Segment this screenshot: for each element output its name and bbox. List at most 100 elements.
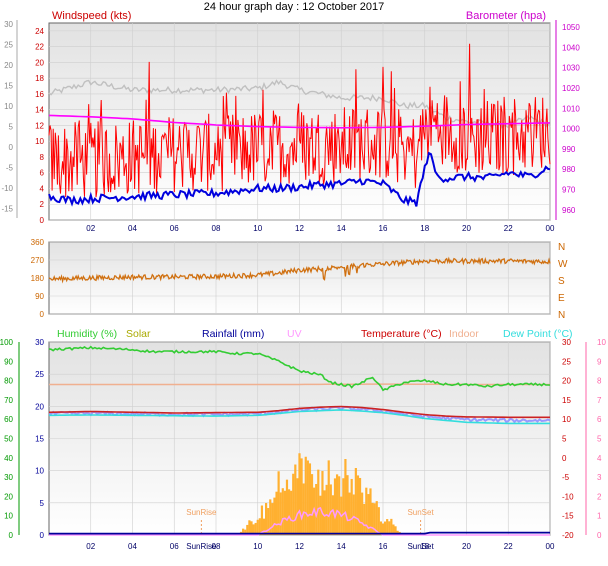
tick-label: 1 (597, 512, 602, 521)
tick-label: 990 (562, 145, 576, 154)
tick-label: 5 (597, 435, 602, 444)
tick-label: 10 (4, 102, 13, 111)
tick-label: 1040 (562, 43, 580, 52)
tick-label: 4 (40, 184, 45, 193)
tick-label: 9 (597, 357, 602, 366)
tick-label: 30 (35, 338, 44, 347)
tick-label: 14 (337, 542, 346, 551)
tick-label: 10 (253, 224, 262, 233)
tick-label: 15 (35, 435, 44, 444)
tick-label: 20 (4, 61, 13, 70)
tick-label: 14 (35, 106, 44, 115)
tick-label: 8 (40, 153, 45, 162)
tick-label: 5 (562, 435, 567, 444)
tick-label: 06 (170, 542, 179, 551)
tick-label: 4 (597, 454, 602, 463)
tick-label: 10 (4, 512, 13, 521)
tick-label: -15 (1, 205, 13, 214)
tick-label: 20 (4, 492, 13, 501)
tick-label: 20 (562, 377, 571, 386)
tick-label: -5 (562, 473, 570, 482)
tick-label: 00 (546, 542, 555, 551)
tick-label: 25 (4, 41, 13, 50)
tick-label: 25 (562, 357, 571, 366)
tick-label: 2 (40, 200, 45, 209)
tick-label: -10 (562, 492, 574, 501)
tick-label: 2 (597, 492, 602, 501)
compass-tick-label: S (558, 276, 565, 287)
tick-label: 6 (597, 415, 602, 424)
tick-label: 0 (9, 531, 14, 540)
legend-label: Temperature (°C) (361, 328, 442, 340)
tick-label: -20 (562, 531, 574, 540)
sun-annotation: SunSet (407, 508, 434, 517)
tick-label: 20 (462, 224, 471, 233)
tick-label: 270 (31, 256, 45, 265)
tick-label: 1000 (562, 125, 580, 134)
barometer-axis-label: Barometer (hpa) (466, 10, 546, 22)
tick-label: 18 (420, 542, 429, 551)
tick-label: 3 (597, 473, 602, 482)
tick-label: 1030 (562, 64, 580, 73)
sun-annotation: SunRise (186, 508, 217, 517)
tick-label: 980 (562, 165, 576, 174)
tick-label: 70 (4, 396, 13, 405)
tick-label: 970 (562, 186, 576, 195)
tick-label: 960 (562, 206, 576, 215)
chart-title: 24 hour graph day : 12 October 2017 (204, 1, 384, 13)
tick-label: 20 (35, 58, 44, 67)
tick-label: 24 (35, 27, 44, 36)
legend-label: Rainfall (mm) (202, 328, 264, 340)
tick-label: 02 (86, 542, 95, 551)
tick-label: 10 (597, 338, 606, 347)
tick-label: -15 (562, 512, 574, 521)
tick-label: 1010 (562, 104, 580, 113)
tick-label: 16 (379, 224, 388, 233)
tick-label: 90 (35, 292, 44, 301)
tick-label: -10 (1, 184, 13, 193)
tick-label: 80 (4, 377, 13, 386)
tick-label: 0 (40, 216, 45, 225)
tick-label: -5 (6, 164, 14, 173)
tick-label: 10 (35, 137, 44, 146)
tick-label: 1050 (562, 23, 580, 32)
tick-label: 00 (546, 224, 555, 233)
tick-label: 02 (86, 224, 95, 233)
tick-label: 14 (337, 224, 346, 233)
legend-label: Indoor (449, 328, 479, 340)
tick-label: 25 (35, 370, 44, 379)
tick-label: 08 (212, 542, 221, 551)
tick-label: 15 (4, 82, 13, 91)
legend-label: Solar (126, 328, 151, 340)
tick-label: 10 (562, 415, 571, 424)
tick-label: 12 (295, 542, 304, 551)
compass-tick-label: N (558, 242, 565, 253)
tick-label: 8 (597, 377, 602, 386)
tick-label: 30 (4, 473, 13, 482)
tick-label: 0 (597, 531, 602, 540)
tick-label: 10 (35, 467, 44, 476)
tick-label: 90 (4, 357, 13, 366)
tick-label: 5 (9, 123, 14, 132)
tick-label: 20 (462, 542, 471, 551)
tick-label: 50 (4, 435, 13, 444)
tick-label: 22 (504, 542, 513, 551)
tick-label: 0 (40, 310, 45, 319)
tick-label: 0 (9, 143, 14, 152)
tick-label: 15 (562, 396, 571, 405)
tick-label: 16 (379, 542, 388, 551)
tick-label: 22 (504, 224, 513, 233)
tick-label: 04 (128, 542, 137, 551)
tick-label: 04 (128, 224, 137, 233)
tick-label: 30 (4, 20, 13, 29)
legend-label: Dew Point (°C) (503, 328, 573, 340)
tick-label: 1020 (562, 84, 580, 93)
compass-tick-label: E (558, 293, 565, 304)
legend-label: Humidity (%) (57, 328, 117, 340)
tick-label: 360 (31, 238, 45, 247)
tick-label: 12 (35, 121, 44, 130)
tick-label: 0 (562, 454, 567, 463)
